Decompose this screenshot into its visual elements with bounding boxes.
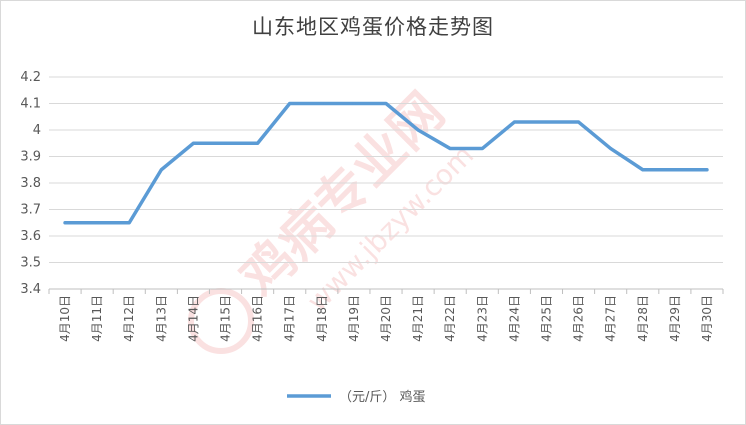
data-point bbox=[480, 147, 484, 151]
chart-title: 山东地区鸡蛋价格走势图 bbox=[252, 15, 494, 39]
x-tick-label: 4月23日 bbox=[475, 295, 489, 342]
y-tick-label: 3.8 bbox=[20, 176, 41, 191]
x-tick-label: 4月30日 bbox=[700, 295, 714, 342]
x-tick-label: 4月18日 bbox=[315, 295, 329, 342]
x-tick-label: 4月21日 bbox=[411, 295, 425, 342]
data-point bbox=[191, 141, 195, 145]
x-tick-label: 4月28日 bbox=[636, 295, 650, 342]
x-tick-label: 4月11日 bbox=[90, 295, 104, 342]
data-point bbox=[641, 168, 645, 172]
data-point bbox=[512, 120, 516, 124]
legend-label: （元/斤） 鸡蛋 bbox=[339, 389, 426, 405]
data-point bbox=[384, 102, 388, 105]
x-tick-label: 4月15日 bbox=[219, 295, 233, 342]
y-tick-label: 3.6 bbox=[20, 229, 41, 244]
y-axis: 3.4 3.5 3.6 3.7 3.8 3.9 4 4.1 4.2 bbox=[20, 70, 41, 297]
x-tick-label: 4月17日 bbox=[283, 295, 297, 342]
x-tick-label: 4月27日 bbox=[604, 295, 618, 342]
data-point bbox=[63, 221, 67, 225]
data-point bbox=[705, 168, 709, 172]
data-point bbox=[577, 120, 581, 124]
y-tick-label: 4.2 bbox=[20, 70, 41, 85]
x-tick-label: 4月16日 bbox=[251, 295, 265, 342]
y-tick-label: 3.5 bbox=[20, 256, 41, 271]
watermark: 鸡病专业网 www.jbzyw.com bbox=[188, 82, 480, 354]
gridlines bbox=[49, 76, 723, 290]
x-axis: 4月10日 4月11日 4月12日 4月13日 4月14日 4月15日 4月16日 4月17日… bbox=[48, 289, 724, 342]
x-tick-label: 4月13日 bbox=[154, 295, 168, 342]
legend: （元/斤） 鸡蛋 bbox=[287, 389, 426, 405]
x-tick-label: 4月10日 bbox=[58, 295, 72, 342]
data-point bbox=[416, 128, 420, 132]
x-tick-label: 4月19日 bbox=[347, 295, 361, 342]
data-point bbox=[288, 102, 292, 105]
y-tick-label: 4.1 bbox=[20, 97, 41, 112]
data-point bbox=[256, 141, 260, 145]
x-tick-label: 4月22日 bbox=[443, 295, 457, 342]
y-tick-label: 4 bbox=[33, 123, 41, 138]
data-point bbox=[320, 102, 324, 105]
y-tick-label: 3.9 bbox=[20, 150, 41, 165]
data-point bbox=[448, 147, 452, 151]
data-point bbox=[609, 147, 613, 151]
data-point bbox=[95, 221, 99, 225]
x-tick-label: 4月24日 bbox=[507, 295, 521, 342]
data-point bbox=[673, 168, 677, 172]
series-layer bbox=[63, 101, 709, 225]
x-tick-label: 4月29日 bbox=[668, 295, 682, 342]
data-point bbox=[352, 102, 356, 105]
x-tick-label: 4月20日 bbox=[379, 295, 393, 342]
data-point bbox=[224, 141, 228, 145]
data-point bbox=[127, 221, 131, 225]
x-tick-label: 4月14日 bbox=[186, 295, 200, 342]
x-tick-label: 4月12日 bbox=[122, 295, 136, 342]
x-tick-label: 4月25日 bbox=[539, 295, 553, 342]
x-tick-label: 4月26日 bbox=[572, 295, 586, 342]
y-tick-label: 3.4 bbox=[20, 282, 41, 297]
watermark-logo-icon bbox=[188, 288, 254, 354]
y-tick-label: 3.7 bbox=[20, 203, 41, 218]
data-point bbox=[544, 120, 548, 124]
data-point bbox=[159, 168, 163, 172]
